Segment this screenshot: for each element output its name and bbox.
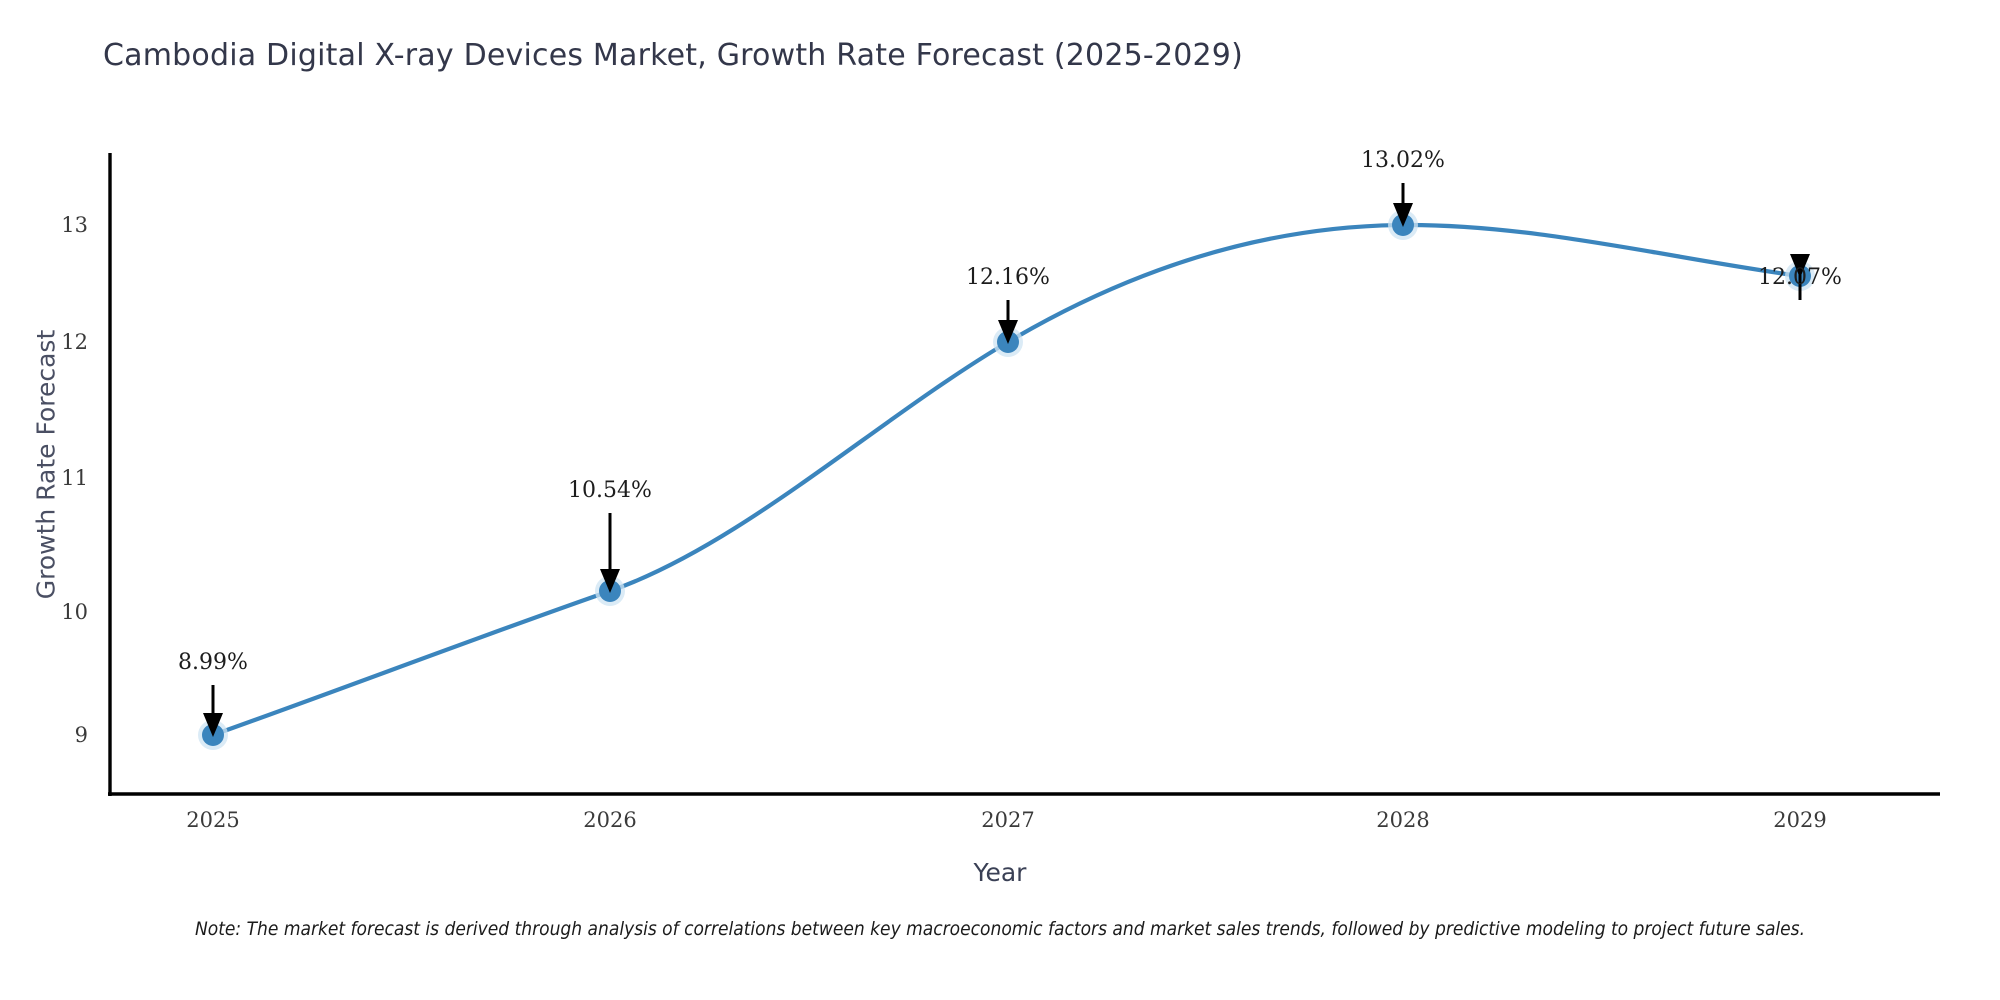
annotation-arrow-icon: [1790, 254, 1810, 300]
xtick-label-2027: 2027: [981, 808, 1035, 832]
annotation-arrow-icon: [600, 513, 620, 593]
ytick-label-9: 9: [74, 723, 88, 747]
ytick-label-12: 12: [61, 330, 88, 354]
x-axis-title: Year: [973, 858, 1027, 887]
xtick-label-2026: 2026: [583, 808, 637, 832]
y-axis-title: Growth Rate Forecast: [31, 329, 61, 600]
annotation-arrow-icon: [998, 300, 1018, 344]
footnote: Note: The market forecast is derived thr…: [194, 918, 1806, 940]
xtick-label-2028: 2028: [1376, 808, 1430, 832]
data-label-2027: 12.16%: [966, 265, 1050, 290]
data-label-2029: 12.07%: [1758, 265, 1842, 290]
annotation-arrow-icon: [203, 685, 223, 737]
ytick-label-11: 11: [61, 466, 88, 490]
ytick-label-10: 10: [61, 600, 88, 624]
data-label-2025: 8.99%: [178, 650, 248, 675]
xtick-label-2029: 2029: [1773, 808, 1827, 832]
data-label-2028: 13.02%: [1361, 148, 1445, 173]
xtick-label-2025: 2025: [186, 808, 240, 832]
chart-title: Cambodia Digital X-ray Devices Market, G…: [103, 38, 1243, 73]
data-label-2026: 10.54%: [568, 478, 652, 503]
ytick-label-13: 13: [61, 213, 88, 237]
annotation-arrow-icon: [1393, 183, 1413, 227]
